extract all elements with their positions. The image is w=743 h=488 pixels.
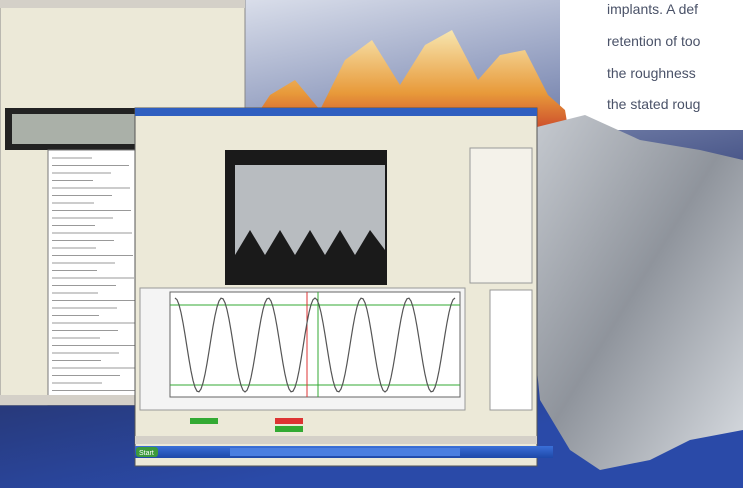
status-green <box>190 418 218 424</box>
menu-bar <box>0 0 245 8</box>
profile-curve <box>174 297 456 393</box>
text-panel <box>560 0 743 130</box>
status-green <box>275 426 303 432</box>
status-red <box>275 418 303 424</box>
paragraph-line: the stated roug <box>607 96 700 112</box>
image-teeth <box>235 165 385 255</box>
tab-bar <box>135 436 537 444</box>
side-panel <box>469 147 533 284</box>
paragraph-line: retention of too <box>607 33 701 49</box>
paragraph-line: the roughness <box>607 65 696 81</box>
side-list <box>489 289 533 411</box>
start-button[interactable] <box>136 447 158 457</box>
tab-bar <box>0 395 245 405</box>
profile-plot <box>169 291 461 398</box>
title-bar <box>135 108 537 116</box>
paragraph-line: implants. A def <box>607 1 698 17</box>
taskbar-buttons <box>230 448 460 456</box>
list-rows <box>52 157 139 391</box>
rough-surface-rendering <box>525 115 743 470</box>
start-label: Start <box>139 450 154 457</box>
